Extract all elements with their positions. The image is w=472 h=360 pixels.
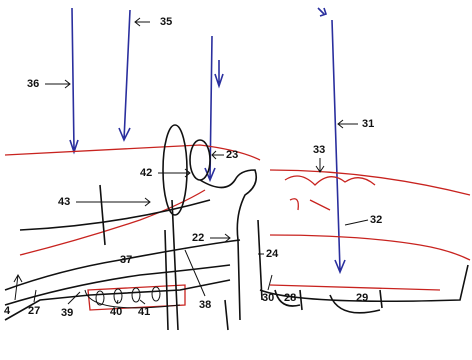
label: 33 [313, 144, 325, 156]
label: 41 [138, 306, 150, 318]
label: 40 [110, 306, 122, 318]
label: 43 [58, 196, 70, 208]
label: 35 [160, 16, 172, 28]
label: 4 [4, 305, 11, 317]
label: 42 [140, 167, 152, 179]
label: 28 [284, 292, 296, 304]
label: 24 [266, 248, 279, 260]
label: 30 [262, 292, 274, 304]
diagram: 35 36 31 23 33 42 43 32 22 24 37 4 27 39… [0, 0, 472, 360]
label: 39 [61, 307, 73, 319]
label: 22 [192, 232, 204, 244]
label: 32 [370, 214, 382, 226]
label: 29 [356, 292, 368, 304]
label: 31 [362, 118, 374, 130]
label: 36 [27, 78, 39, 90]
label: 37 [120, 254, 132, 266]
label: 23 [226, 149, 238, 161]
label: 27 [28, 305, 40, 317]
label: 38 [199, 299, 211, 311]
